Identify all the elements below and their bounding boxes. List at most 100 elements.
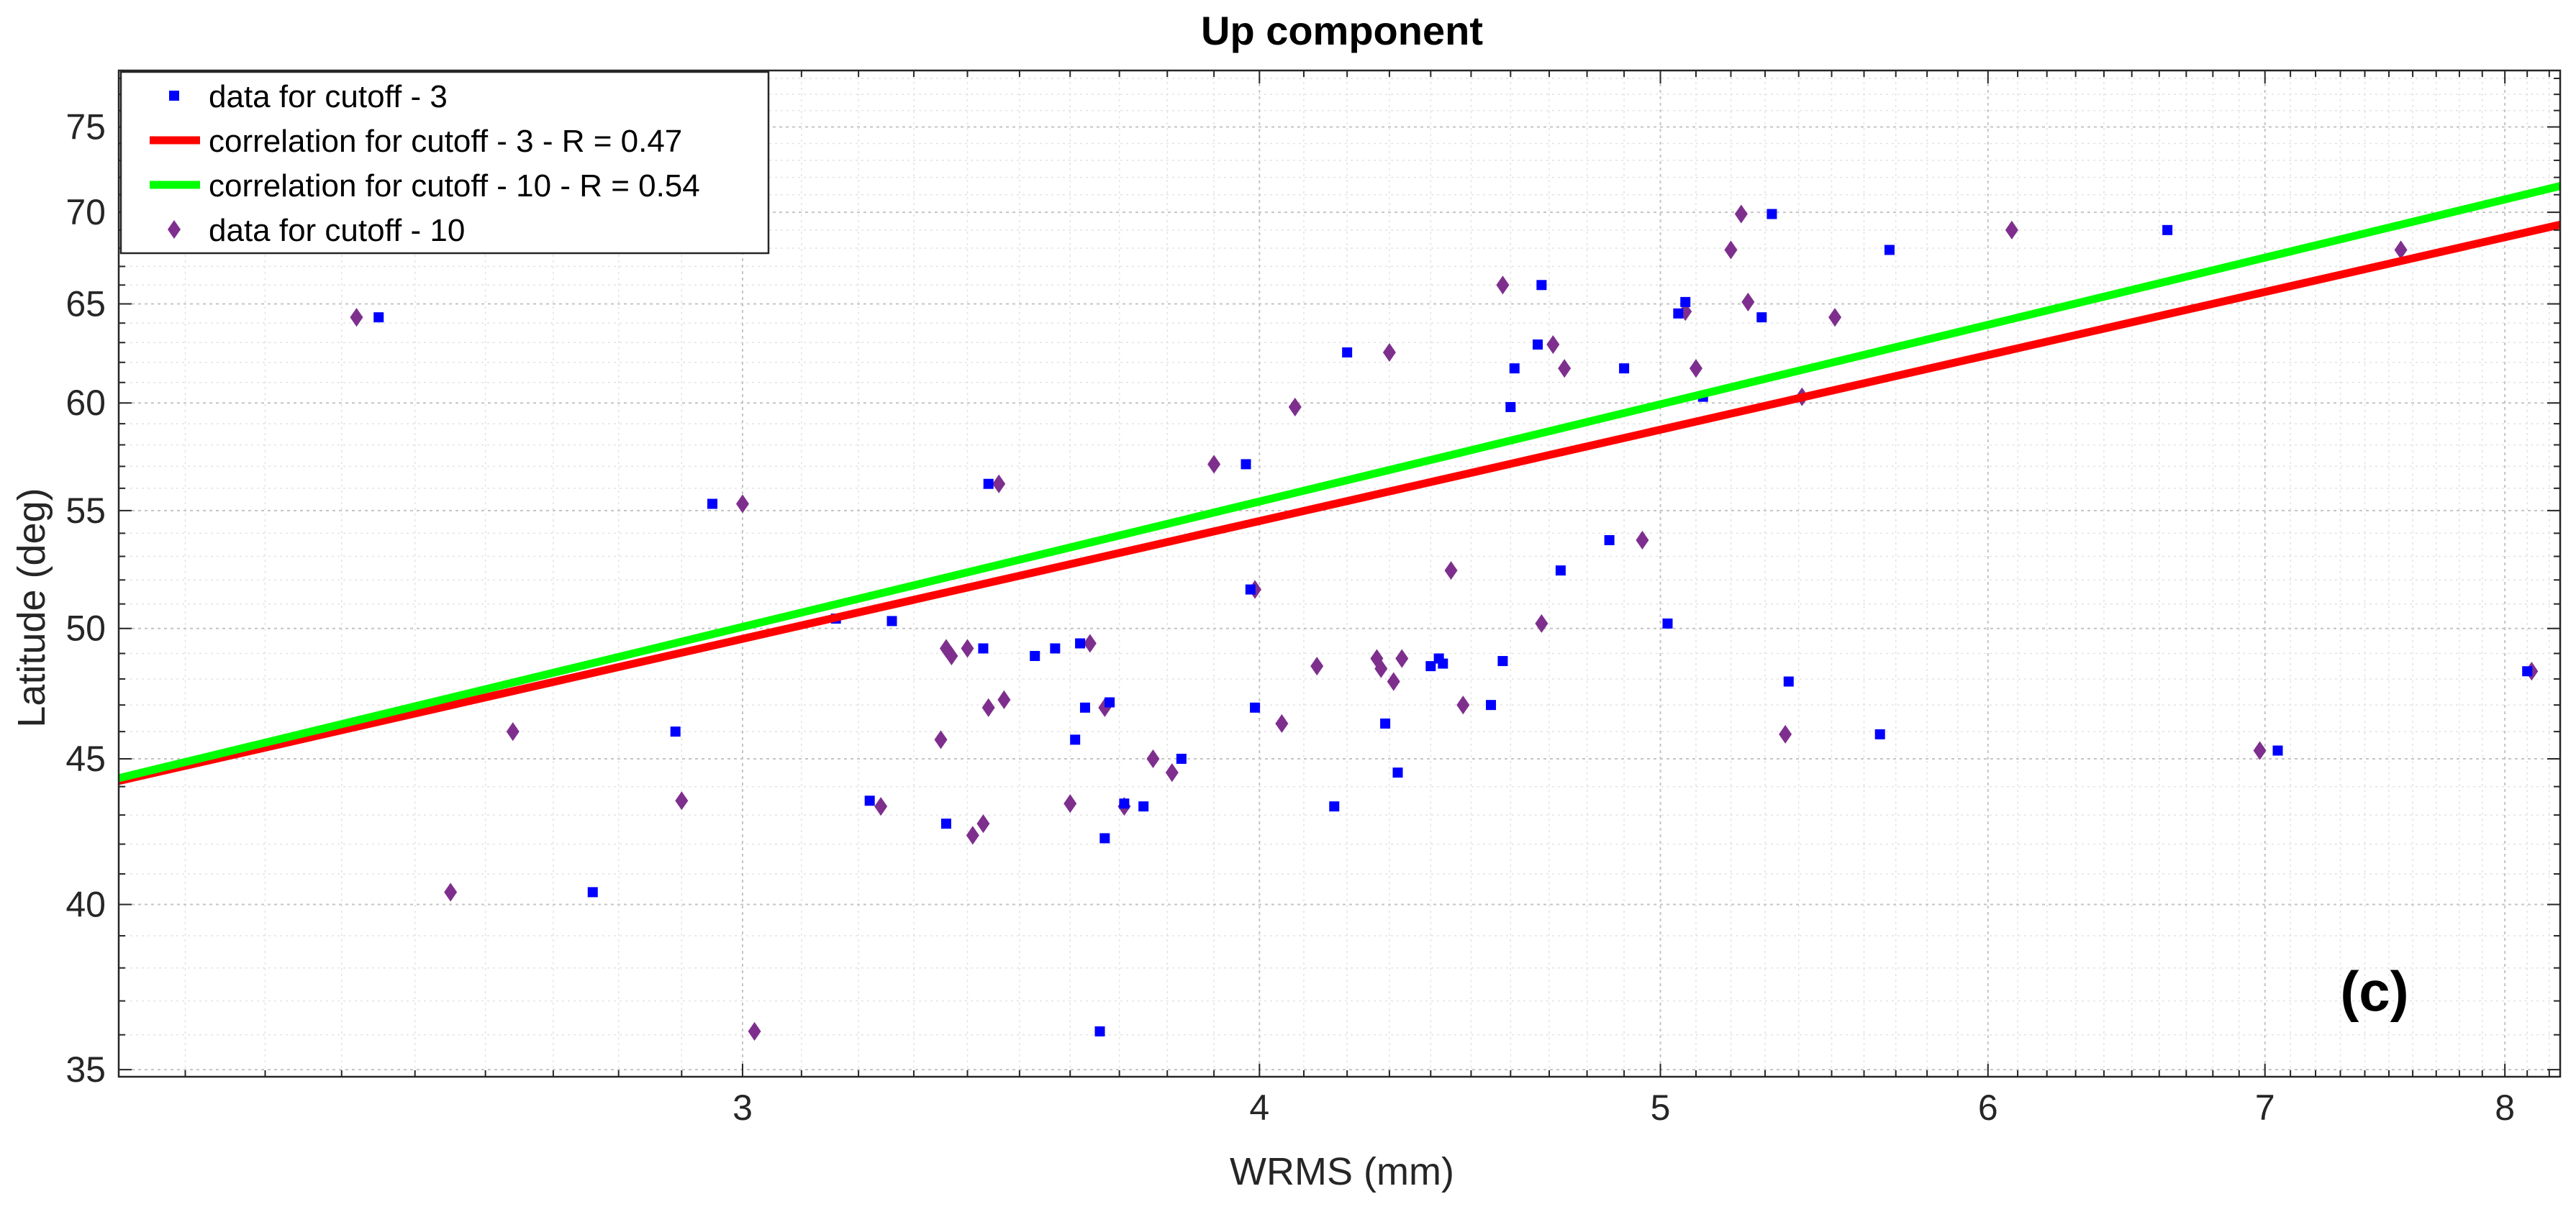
cutoff10-correlation-line (119, 182, 2560, 783)
cutoff3-point (587, 887, 598, 898)
cutoff10-point (444, 883, 458, 902)
x-axis-label: WRMS (mm) (1230, 1150, 1454, 1193)
cutoff3-point (1533, 339, 1543, 350)
cutoff3-point (2272, 745, 2283, 756)
cutoff3-point (1680, 296, 1691, 307)
cutoff3-point (1509, 363, 1520, 374)
plot-area (119, 182, 2560, 1041)
cutoff10-point (1207, 455, 1221, 474)
cutoff10-point (1779, 724, 1792, 744)
cutoff10-point (1741, 292, 1755, 311)
cutoff10-point (1395, 649, 1409, 668)
cutoff10-point (1828, 308, 1842, 327)
cutoff10-point (2394, 240, 2408, 260)
x-tick-label: 6 (1978, 1088, 1998, 1128)
cutoff3-point (1079, 702, 1090, 713)
cutoff3-point (1138, 801, 1149, 812)
cutoff10-point (1370, 649, 1384, 668)
cutoff10-point (945, 646, 958, 666)
cutoff3-point (886, 616, 897, 626)
cutoff3-point (983, 478, 994, 489)
cutoff10-point (735, 494, 749, 514)
cutoff10-point (2253, 741, 2267, 760)
cutoff10-point (675, 791, 689, 811)
cutoff10-point (1496, 275, 1510, 295)
chart-title: Up component (1201, 8, 1483, 53)
cutoff10-point (997, 690, 1011, 709)
x-tick-label: 4 (1249, 1088, 1269, 1128)
cutoff10-point (1535, 614, 1548, 633)
legend-marker-square (169, 91, 179, 101)
cutoff3-point (1075, 638, 1086, 649)
legend-box (119, 70, 770, 255)
legend-entry-label: correlation for cutoff - 10 - R = 0.54 (209, 168, 700, 204)
cutoff3-point (1176, 753, 1187, 764)
cutoff3-point (1555, 565, 1566, 576)
cutoff3-point (670, 726, 681, 737)
cutoff10-point (1724, 240, 1738, 260)
cutoff10-point (1689, 359, 1702, 378)
cutoff10-point (1387, 672, 1400, 691)
cutoff3-point (1094, 1026, 1105, 1036)
cutoff3-point (1105, 697, 1115, 708)
y-axis-label: Latitude (deg) (10, 488, 53, 727)
cutoff3-point (1536, 280, 1547, 291)
y-tick-label: 40 (65, 885, 106, 925)
cutoff3-point (1250, 702, 1261, 713)
cutoff3-point (1783, 676, 1794, 687)
cutoff3-point (1767, 209, 1777, 219)
panel-annotation: (c) (2340, 960, 2408, 1023)
cutoff3-point (978, 643, 989, 654)
cutoff3-point (1119, 798, 1130, 809)
cutoff3-point (1505, 401, 1516, 412)
cutoff10-point (1456, 696, 1470, 715)
cutoff3-point (2162, 224, 2173, 235)
x-tick-label: 7 (2255, 1088, 2275, 1128)
cutoff10-point (1636, 530, 1649, 550)
x-tick-label: 5 (1651, 1088, 1671, 1128)
legend-entry-label: data for cutoff - 3 (209, 79, 448, 114)
cutoff10-point (961, 639, 974, 658)
cutoff3-point (1099, 833, 1110, 844)
y-tick-label: 65 (65, 284, 106, 324)
x-tick-label: 8 (2495, 1088, 2515, 1128)
cutoff10-point (506, 722, 520, 742)
y-tick-label: 70 (65, 192, 106, 232)
cutoff10-point (1444, 561, 1458, 580)
y-tick-label: 45 (65, 739, 106, 779)
cutoff10-point (748, 1021, 761, 1041)
x-tick-label: 3 (733, 1088, 753, 1128)
cutoff10-point (934, 730, 948, 749)
cutoff3-point (1241, 459, 1251, 470)
cutoff3-point (1497, 656, 1508, 667)
cutoff10-point (1374, 659, 1388, 678)
cutoff10-point (1546, 334, 1560, 355)
cutoff3-point (1245, 584, 1256, 595)
cutoff3-point (707, 498, 718, 509)
cutoff3-point (1673, 308, 1684, 319)
cutoff10-point (1734, 204, 1748, 224)
legend-entry-label: data for cutoff - 10 (209, 213, 465, 248)
cutoff3-point (1342, 347, 1353, 357)
cutoff10-point (1083, 634, 1097, 653)
cutoff10-point (966, 826, 979, 845)
cutoff10-point (976, 814, 990, 834)
cutoff10-point (1288, 397, 1302, 416)
cutoff10-point (1165, 763, 1179, 783)
cutoff3-point (1604, 534, 1615, 545)
cutoff3-point (1329, 801, 1340, 812)
cutoff3-point (1756, 312, 1767, 323)
plot-data (119, 182, 2560, 1041)
cutoff3-point (1619, 363, 1630, 374)
cutoff10-point (1146, 749, 1160, 768)
cutoff10-point (1063, 794, 1077, 813)
cutoff10-point (1382, 342, 1396, 363)
cutoff10-point (1275, 714, 1289, 734)
legend: data for cutoff - 3 correlation for cutof… (119, 70, 770, 255)
cutoff10-point (981, 698, 995, 717)
cutoff10-point (992, 474, 1006, 493)
cutoff3-point (1884, 245, 1895, 255)
